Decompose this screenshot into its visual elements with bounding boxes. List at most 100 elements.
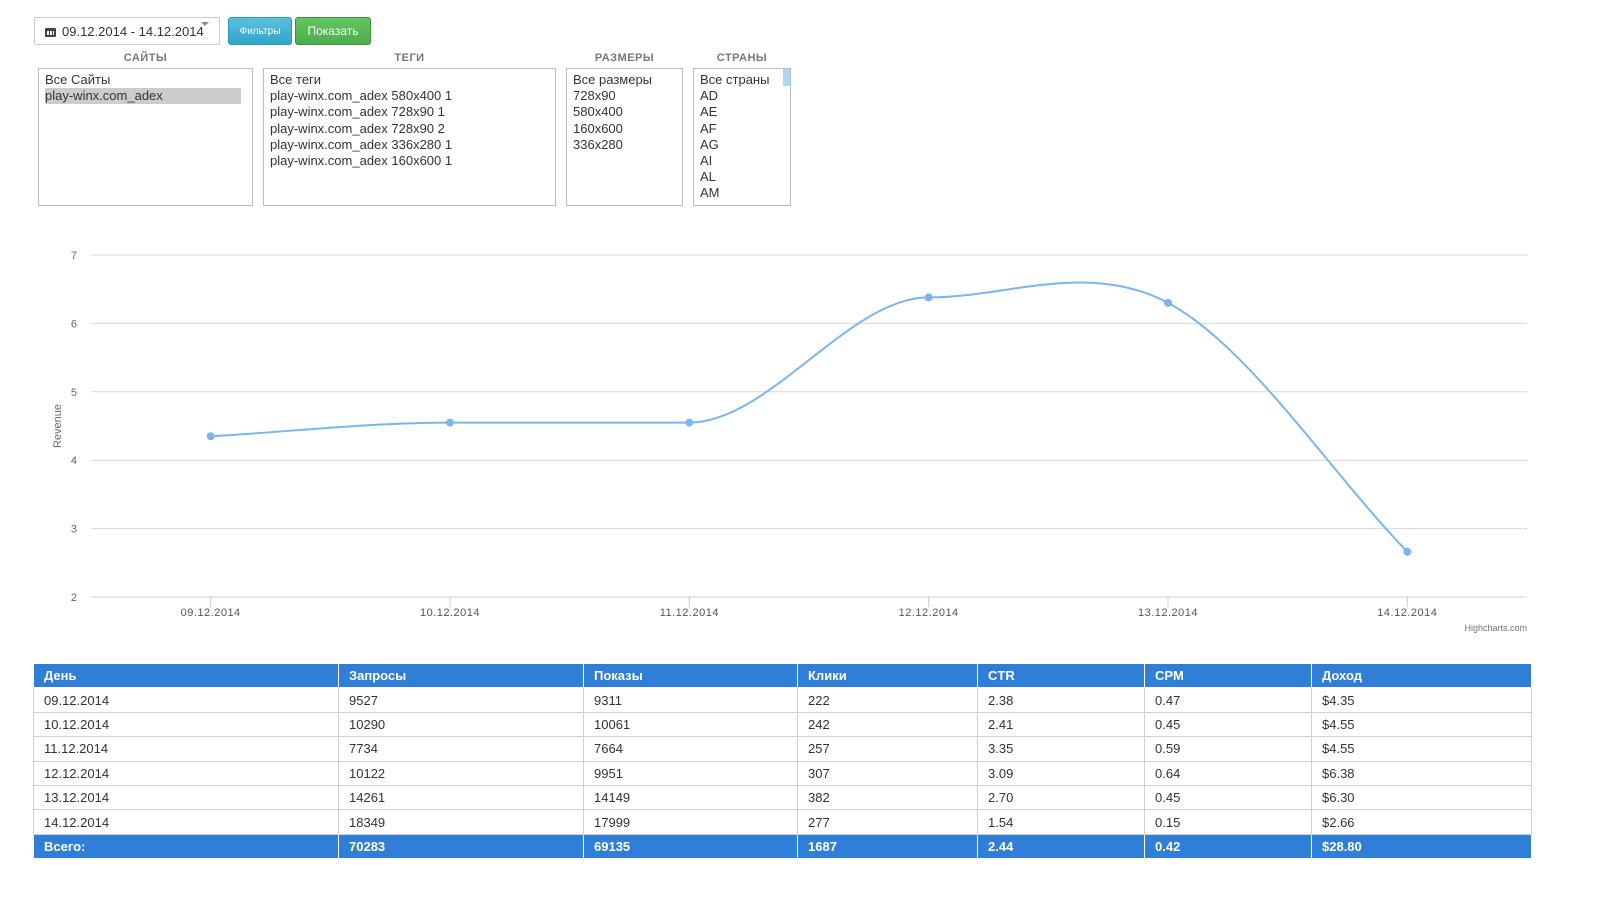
- x-tick-label: 13.12.2014: [1138, 607, 1198, 619]
- x-tick-label: 10.12.2014: [420, 607, 480, 619]
- column-header-revenue[interactable]: Доход: [1311, 662, 1532, 689]
- cell-revenue: $6.30: [1311, 784, 1532, 811]
- sites-option-selected[interactable]: play-winx.com_adex: [45, 88, 241, 105]
- sizes-option[interactable]: Все размеры: [573, 72, 653, 87]
- cell-requests: 9527: [338, 687, 584, 713]
- table-totals-row: Всего: 70283 69135 1687 2.44 0.42 $28.80: [33, 833, 1532, 860]
- cell-cpm: 0.45: [1144, 784, 1312, 811]
- sizes-option[interactable]: 336x280: [573, 136, 623, 152]
- tags-option[interactable]: play-winx.com_adex 336x280 1: [270, 136, 453, 152]
- y-tick-label: 5: [71, 387, 77, 399]
- x-tick-label: 09.12.2014: [181, 607, 241, 619]
- cell-revenue: $2.66: [1311, 809, 1532, 835]
- data-point: [1164, 298, 1172, 307]
- column-header-day[interactable]: День: [33, 662, 339, 689]
- table-header-row: День Запросы Показы Клики CTR CPM Доход: [33, 662, 1532, 689]
- sites-filter-header: САЙТЫ: [123, 52, 168, 64]
- table-row: 10.12.2014 10290 10061 242 2.41 0.45 $4.…: [33, 711, 1532, 738]
- cell-requests: 10290: [338, 711, 584, 738]
- cell-clicks: 307: [797, 760, 978, 786]
- tags-option[interactable]: play-winx.com_adex 728x90 1: [270, 104, 445, 120]
- cell-impressions: 9951: [583, 760, 798, 786]
- cell-clicks: 257: [797, 736, 978, 762]
- y-tick-label: 2: [71, 592, 77, 604]
- cell-requests: 14261: [338, 784, 584, 811]
- countries-option[interactable]: AG: [700, 136, 719, 152]
- column-header-requests[interactable]: Запросы: [338, 662, 584, 689]
- tags-filter: ТЕГИ Все теги play-winx.com_adex 580x400…: [263, 52, 556, 206]
- sizes-option[interactable]: 580x400: [573, 104, 623, 120]
- cell-cpm: 0.15: [1144, 809, 1312, 835]
- countries-filter: СТРАНЫ Все страны AD AE AF AG AI AL AM: [693, 52, 791, 206]
- cell-day: 10.12.2014: [33, 711, 339, 738]
- tags-option[interactable]: play-winx.com_adex 580x400 1: [270, 88, 453, 104]
- tags-option[interactable]: play-winx.com_adex 728x90 2: [270, 120, 445, 136]
- cell-clicks: 382: [797, 784, 978, 811]
- tags-option[interactable]: play-winx.com_adex 160x600 1: [270, 153, 453, 169]
- sizes-option[interactable]: 728x90: [573, 88, 616, 104]
- data-point: [206, 432, 215, 441]
- countries-option[interactable]: AE: [700, 104, 718, 120]
- y-tick-label: 7: [71, 250, 77, 262]
- filters-button[interactable]: Фильтры: [228, 17, 292, 45]
- table-row: 12.12.2014 10122 9951 307 3.09 0.64 $6.3…: [33, 760, 1532, 786]
- column-header-impressions[interactable]: Показы: [583, 662, 798, 689]
- scrollbar-thumb[interactable]: [783, 69, 790, 86]
- y-tick-label: 3: [71, 524, 77, 536]
- sites-listbox[interactable]: Все Сайты play-winx.com_adex: [38, 68, 253, 206]
- cell-day: 11.12.2014: [33, 736, 339, 762]
- cell-day: 14.12.2014: [33, 809, 339, 835]
- cell-impressions: 9311: [583, 687, 798, 713]
- countries-option[interactable]: AL: [700, 169, 716, 185]
- x-tick-label: 11.12.2014: [660, 607, 719, 619]
- cell-clicks: 277: [797, 809, 978, 835]
- cell-requests: 7734: [338, 736, 584, 762]
- cell-ctr: 3.09: [977, 760, 1145, 786]
- series-line: [210, 281, 1409, 553]
- totals-impressions: 69135: [583, 833, 798, 860]
- cell-requests: 18349: [338, 809, 584, 835]
- column-header-cpm[interactable]: CPM: [1144, 662, 1312, 689]
- sites-option[interactable]: Все Сайты: [45, 72, 111, 87]
- countries-option[interactable]: AM: [700, 185, 720, 201]
- table-row: 11.12.2014 7734 7664 257 3.35 0.59 $4.55: [33, 736, 1532, 762]
- cell-ctr: 2.70: [977, 784, 1145, 811]
- cell-impressions: 17999: [583, 809, 798, 835]
- cell-day: 12.12.2014: [33, 760, 339, 786]
- y-tick-label: 4: [71, 455, 77, 467]
- countries-option[interactable]: AF: [700, 120, 717, 136]
- countries-listbox[interactable]: Все страны AD AE AF AG AI AL AM: [693, 68, 791, 206]
- cell-ctr: 1.54: [977, 809, 1145, 835]
- cell-impressions: 7664: [583, 736, 798, 762]
- tags-listbox[interactable]: Все теги play-winx.com_adex 580x400 1 pl…: [263, 68, 556, 206]
- show-button[interactable]: Показать: [295, 17, 371, 45]
- sizes-filter: РАЗМЕРЫ Все размеры 728x90 580x400 160x6…: [566, 52, 683, 206]
- cell-day: 09.12.2014: [33, 687, 339, 713]
- totals-ctr: 2.44: [977, 833, 1145, 860]
- totals-clicks: 1687: [797, 833, 978, 860]
- countries-option[interactable]: Все страны: [700, 72, 770, 87]
- column-header-clicks[interactable]: Клики: [797, 662, 978, 689]
- countries-option[interactable]: AI: [700, 153, 713, 169]
- tags-option[interactable]: Все теги: [270, 72, 322, 87]
- date-range-picker[interactable]: 09.12.2014 - 14.12.2014: [34, 17, 220, 45]
- cell-requests: 10122: [338, 760, 584, 786]
- sizes-option[interactable]: 160x600: [573, 120, 623, 136]
- totals-label: Всего:: [33, 833, 339, 860]
- y-tick-label: 6: [71, 318, 77, 330]
- x-tick-label: 12.12.2014: [899, 607, 959, 619]
- countries-option[interactable]: AD: [700, 88, 719, 104]
- cell-clicks: 242: [797, 711, 978, 738]
- cell-cpm: 0.59: [1144, 736, 1312, 762]
- cell-cpm: 0.45: [1144, 711, 1312, 738]
- table-row: 14.12.2014 18349 17999 277 1.54 0.15 $2.…: [33, 809, 1532, 835]
- cell-revenue: $6.38: [1311, 760, 1532, 786]
- y-axis-title: Revenue: [52, 404, 64, 448]
- cell-clicks: 222: [797, 687, 978, 713]
- cell-ctr: 2.38: [977, 687, 1145, 713]
- column-header-ctr[interactable]: CTR: [977, 662, 1145, 689]
- totals-cpm: 0.42: [1144, 833, 1312, 860]
- sizes-listbox[interactable]: Все размеры 728x90 580x400 160x600 336x2…: [566, 68, 683, 206]
- cell-cpm: 0.64: [1144, 760, 1312, 786]
- data-point: [685, 418, 694, 427]
